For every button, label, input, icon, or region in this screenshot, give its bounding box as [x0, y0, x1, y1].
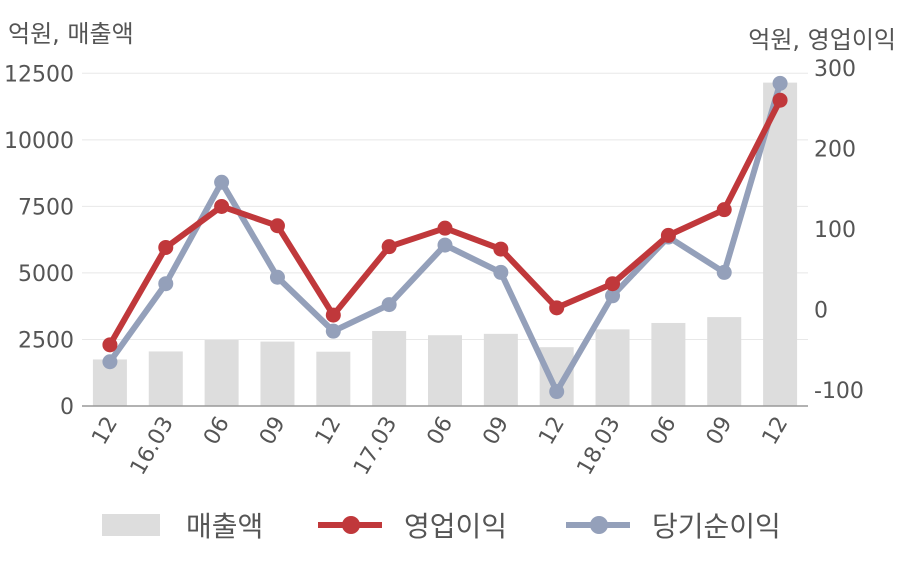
bar-revenue [483, 333, 518, 406]
right-tick-label: 200 [814, 138, 856, 163]
right-axis-title: 억원, 영업이익 [748, 26, 896, 54]
point-operating-profit [549, 300, 565, 316]
point-operating-profit [102, 337, 118, 353]
bar-revenue [372, 330, 407, 406]
point-operating-profit [437, 220, 453, 236]
x-tick-label: 09 [255, 413, 291, 450]
x-tick-label: 16.03 [126, 413, 179, 480]
x-tick-label: 17.03 [349, 413, 402, 480]
x-tick-label: 12 [758, 413, 794, 450]
point-operating-profit [772, 92, 788, 108]
left-tick-label: 0 [60, 395, 74, 420]
point-operating-profit [716, 202, 732, 218]
left-tick-label: 5000 [18, 262, 74, 287]
legend-item-operating-profit: 영업이익 [318, 500, 507, 550]
right-tick-label: 100 [814, 218, 856, 243]
point-net-income [437, 237, 453, 253]
bar-revenue [651, 322, 686, 406]
right-tick-label: 0 [814, 298, 828, 323]
right-tick-label: -100 [814, 379, 864, 404]
x-tick-label: 06 [199, 413, 235, 450]
point-net-income [549, 384, 565, 400]
point-operating-profit [158, 239, 174, 255]
point-net-income [158, 276, 174, 292]
left-tick-label: 10000 [4, 129, 74, 154]
legend-swatch-operating-profit [318, 514, 382, 536]
point-net-income [716, 264, 732, 280]
left-tick-label: 12500 [4, 62, 74, 87]
point-net-income [493, 264, 509, 280]
x-tick-label: 18.03 [573, 413, 626, 480]
left-axis-title: 억원, 매출액 [8, 20, 134, 48]
point-net-income [325, 323, 341, 339]
bar-revenue [595, 329, 630, 406]
point-operating-profit [214, 198, 230, 214]
x-tick-label: 09 [478, 413, 514, 450]
bar-revenue [260, 341, 295, 406]
point-operating-profit [605, 276, 621, 292]
legend-item-net-income: 당기순이익 [566, 500, 781, 550]
x-tick-label: 09 [702, 413, 738, 450]
bar-revenue [707, 317, 742, 406]
x-tick-label: 12 [534, 413, 570, 450]
left-tick-label: 7500 [18, 195, 74, 220]
left-tick-label: 2500 [18, 328, 74, 353]
point-operating-profit [493, 241, 509, 257]
legend-label-operating-profit: 영업이익 [404, 510, 508, 543]
legend-swatch-net-income [566, 514, 630, 536]
point-net-income [381, 297, 397, 313]
point-operating-profit [269, 218, 285, 234]
point-net-income [102, 354, 118, 370]
x-tick-label: 06 [423, 413, 459, 450]
x-tick-label: 12 [87, 413, 123, 450]
legend-label-revenue: 매출액 [186, 510, 264, 543]
legend-label-net-income: 당기순이익 [652, 510, 781, 543]
bar-revenue [428, 335, 462, 406]
bar-revenue [316, 351, 351, 406]
bar-revenue [148, 351, 183, 406]
bar-revenue [763, 82, 798, 406]
right-tick-label: 300 [814, 57, 856, 82]
x-tick-label: 12 [311, 413, 347, 450]
x-tick-label: 06 [646, 413, 682, 450]
point-net-income [772, 75, 788, 91]
point-operating-profit [381, 239, 397, 255]
point-net-income [269, 269, 285, 285]
legend-swatch-revenue [102, 514, 160, 536]
legend: 매출액 영업이익 당기순이익 [0, 500, 908, 550]
point-operating-profit [660, 227, 676, 243]
point-net-income [214, 174, 230, 190]
point-net-income [605, 288, 621, 304]
bar-revenue [204, 339, 239, 406]
legend-item-revenue: 매출액 [102, 500, 263, 550]
point-operating-profit [325, 307, 341, 323]
